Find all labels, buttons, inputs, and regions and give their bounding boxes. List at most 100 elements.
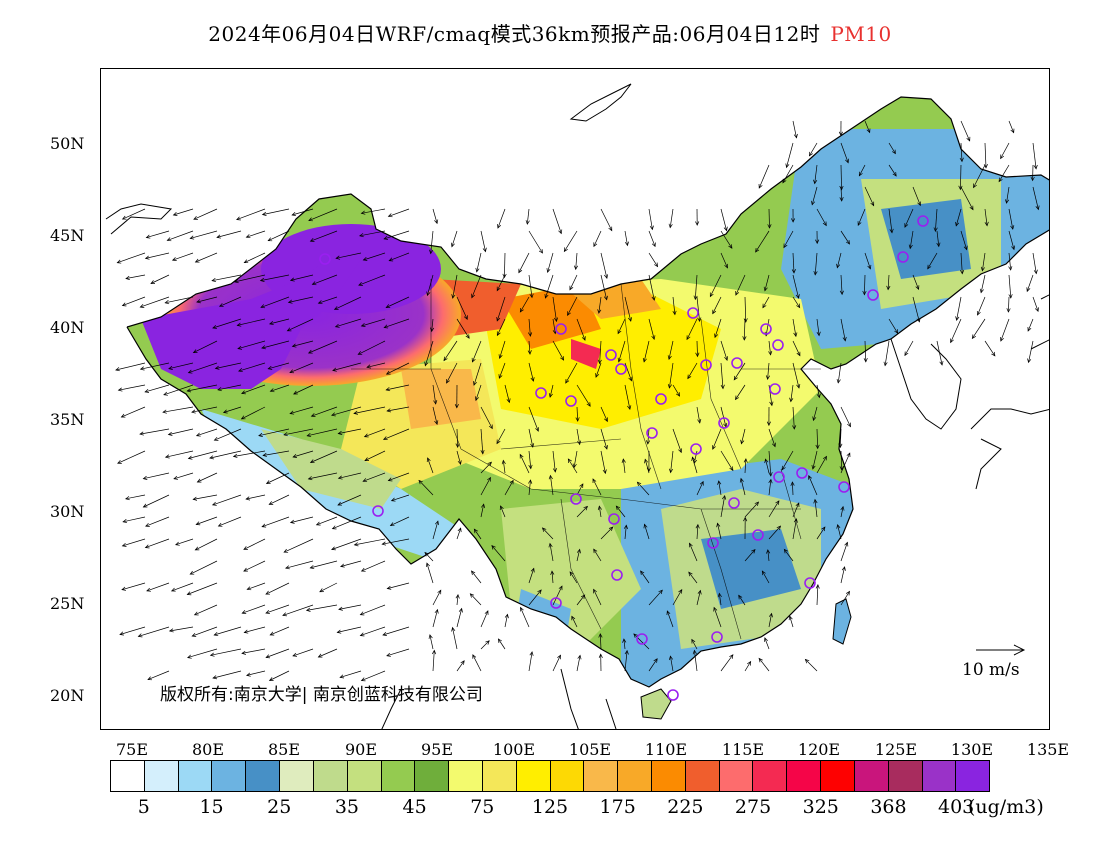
- wind-vector: [764, 274, 770, 291]
- wind-vector-head: [678, 448, 683, 454]
- reference-vector-label: 10 m/s: [962, 660, 1020, 680]
- wind-vector-head: [927, 264, 932, 270]
- wind-vector-head: [546, 268, 551, 273]
- wind-vector: [336, 252, 362, 259]
- wind-vector-head: [845, 240, 850, 245]
- wind-vector: [528, 480, 531, 496]
- wind-vector-head: [163, 391, 168, 396]
- wind-vector: [452, 274, 458, 299]
- wind-vector: [282, 604, 314, 616]
- wind-vector-head: [548, 393, 553, 398]
- wind-vector-head: [836, 524, 841, 529]
- wind-vector: [960, 120, 971, 142]
- wind-vector-head: [335, 255, 341, 260]
- wind-vector: [720, 495, 726, 518]
- wind-vector: [672, 428, 682, 453]
- wind-vector: [768, 613, 772, 628]
- wind-vector: [363, 252, 386, 261]
- wind-vector: [456, 527, 462, 540]
- wind-vector: [358, 340, 386, 355]
- wind-vector-head: [998, 177, 1003, 183]
- wind-vector-head: [603, 295, 608, 301]
- wind-vector-head: [381, 541, 387, 546]
- wind-vector: [519, 454, 530, 474]
- wind-vector: [472, 340, 482, 363]
- wind-vector: [391, 494, 410, 502]
- wind-vector: [551, 571, 554, 584]
- wind-vector-head: [212, 675, 218, 680]
- wind-vector: [956, 296, 962, 321]
- wind-vector: [122, 538, 146, 547]
- wind-vector-head: [742, 336, 747, 341]
- wind-vector-head: [959, 157, 964, 163]
- wind-vector-head: [649, 225, 654, 231]
- wind-vector: [672, 296, 676, 315]
- wind-vector: [972, 318, 986, 339]
- colorbar-label: 125: [531, 796, 569, 818]
- wind-vector: [456, 608, 463, 628]
- wind-vector-head: [265, 609, 270, 614]
- wind-vector: [576, 549, 581, 562]
- wind-vector: [955, 208, 962, 226]
- wind-vector: [888, 142, 896, 154]
- wind-vector-head: [767, 224, 772, 229]
- caspian-coast: [105, 203, 173, 235]
- station-marker: [636, 633, 648, 645]
- wind-vector: [836, 252, 842, 268]
- wind-vector-head: [527, 350, 532, 355]
- wind-vector: [768, 525, 781, 540]
- wind-vector: [624, 296, 632, 322]
- wind-vector: [188, 450, 218, 459]
- wind-vector: [387, 406, 410, 412]
- lon-label-135e: 135E: [1026, 740, 1070, 759]
- wind-vector: [623, 638, 626, 650]
- wind-vector: [244, 626, 266, 633]
- wind-vector: [837, 524, 842, 540]
- wind-vector: [476, 252, 482, 272]
- colorbar-swatch: [719, 761, 754, 791]
- wind-vector: [720, 252, 728, 269]
- wind-vector-head: [1027, 326, 1032, 332]
- wind-vector-head: [857, 221, 862, 226]
- wind-vector-head: [388, 257, 394, 262]
- wind-vector-head: [883, 361, 888, 367]
- wind-vector: [340, 560, 362, 567]
- wind-vector-head: [955, 316, 960, 321]
- wind-vector-head: [211, 278, 217, 283]
- wind-vector-head: [175, 541, 180, 546]
- wind-vector-head: [187, 369, 193, 374]
- wind-vector-head: [908, 244, 913, 250]
- wind-vector-head: [293, 390, 298, 395]
- wind-vector-head: [733, 375, 738, 381]
- wind-vector-head: [939, 361, 944, 366]
- wind-vector: [233, 450, 266, 457]
- lon-label-125e: 125E: [874, 740, 918, 759]
- wind-vector: [212, 318, 242, 329]
- wind-vector: [840, 164, 842, 190]
- wind-vector-head: [544, 293, 549, 299]
- wind-vector-head: [969, 205, 974, 211]
- wind-vector-head: [518, 268, 523, 274]
- wind-vector-head: [815, 444, 820, 450]
- wind-vector-head: [796, 351, 801, 357]
- wind-vector: [768, 428, 776, 447]
- wind-vector: [337, 626, 362, 633]
- wind-vector: [669, 362, 674, 389]
- wind-vector-head: [580, 594, 586, 599]
- wind-vector: [308, 208, 338, 221]
- wind-vector-head: [317, 300, 323, 305]
- wind-vector: [648, 208, 653, 230]
- wind-vector: [289, 362, 314, 373]
- wind-vector: [904, 340, 914, 356]
- wind-vector-head: [808, 151, 813, 157]
- wind-vector: [361, 670, 386, 681]
- wind-vector: [624, 384, 631, 410]
- wind-vector-head: [424, 361, 429, 367]
- title-variable: PM10: [830, 22, 892, 46]
- wind-vector: [214, 626, 242, 636]
- wind-vector-head: [653, 658, 658, 663]
- colorbar-swatch: [415, 761, 450, 791]
- wind-vector-head: [697, 589, 702, 595]
- wind-vector: [335, 318, 362, 328]
- wind-vector: [246, 230, 266, 238]
